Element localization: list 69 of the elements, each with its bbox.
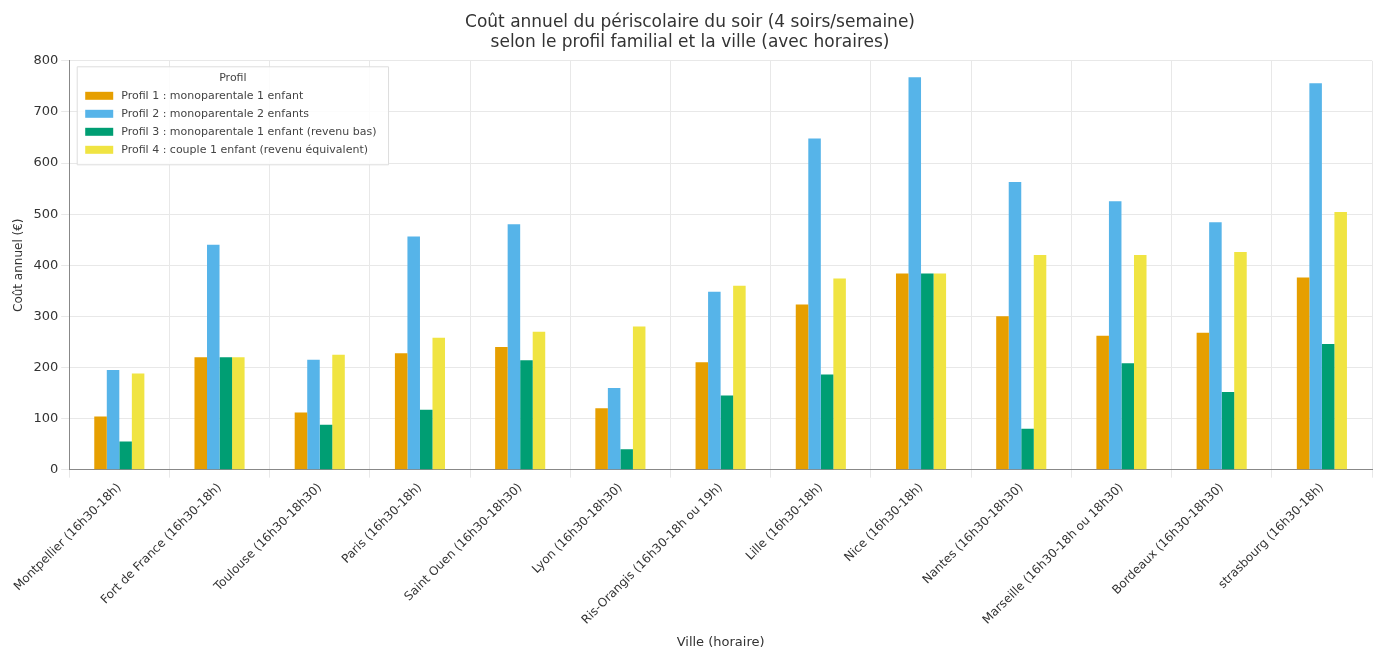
- bar: [394, 353, 408, 470]
- bar: [307, 359, 320, 470]
- bar: [232, 357, 245, 470]
- legend-label: Profil 2 : monoparentale 2 enfants: [121, 106, 310, 120]
- bar: [1033, 255, 1047, 470]
- bar: [1309, 83, 1322, 470]
- bar: [507, 224, 521, 470]
- bar: [695, 362, 709, 470]
- y-tick-label: 800: [33, 52, 59, 68]
- bar: [1133, 255, 1147, 470]
- y-tick-label: 300: [33, 307, 59, 323]
- y-tick-label: 0: [49, 461, 59, 477]
- bar: [620, 449, 633, 470]
- y-tick-label: 100: [33, 409, 59, 425]
- bar: [1008, 181, 1022, 470]
- bar: [1209, 222, 1222, 470]
- bar: [708, 291, 721, 470]
- y-tick-label: 500: [33, 205, 59, 221]
- bar: [921, 273, 934, 470]
- bar: [495, 347, 508, 470]
- bar: [294, 412, 308, 470]
- bar: [194, 357, 208, 470]
- bar: [632, 326, 646, 470]
- bar: [833, 278, 846, 470]
- y-tick-label: 600: [33, 154, 59, 170]
- bar: [1221, 391, 1235, 470]
- legend-label: Profil 4 : couple 1 enfant (revenu équivalent): [121, 142, 369, 156]
- bar: [1196, 332, 1210, 470]
- bar: [795, 304, 809, 470]
- bar: [432, 337, 446, 470]
- y-axis-title: Coût annuel (€): [11, 218, 26, 313]
- y-tick-label: 700: [33, 103, 59, 119]
- bar: [1121, 363, 1134, 470]
- bar: [908, 77, 922, 470]
- bar: [895, 273, 909, 470]
- bar: [1334, 212, 1347, 470]
- bar: [207, 244, 220, 470]
- x-axis-title: Ville (horaire): [676, 633, 765, 649]
- bar: [1321, 343, 1335, 470]
- bar: [106, 370, 120, 470]
- bar: [1296, 277, 1310, 470]
- legend-title: Profil: [219, 70, 247, 84]
- bar: [933, 273, 947, 470]
- bar: [720, 395, 734, 470]
- y-tick-label: 200: [33, 358, 59, 374]
- legend-label: Profil 3 : monoparentale 1 enfant (revenu bas): [121, 124, 377, 138]
- bar: [119, 441, 132, 470]
- bar: [595, 408, 608, 470]
- bar: [607, 387, 621, 470]
- bar: [996, 316, 1009, 470]
- bar: [1021, 428, 1034, 470]
- bar: [1234, 251, 1247, 470]
- bar: [808, 138, 821, 470]
- legend-label: Profil 1 : monoparentale 1 enfant: [121, 88, 304, 102]
- bar: [419, 409, 433, 470]
- bar: [332, 354, 345, 470]
- bar: [131, 373, 145, 470]
- bar: [94, 416, 107, 470]
- bar: [1108, 201, 1122, 470]
- bar: [532, 331, 546, 470]
- bar: [520, 360, 533, 470]
- bar: [319, 424, 333, 470]
- bar: [407, 236, 420, 470]
- bar: [820, 374, 834, 470]
- bar: [1096, 335, 1109, 470]
- bar: [733, 285, 746, 470]
- chart-title: Coût annuel du périscolaire du soir (4 soirs/semaine) selon le profil familial et la ville (avec horaires): [465, 10, 915, 52]
- y-tick-label: 400: [33, 256, 59, 272]
- bar: [219, 357, 233, 470]
